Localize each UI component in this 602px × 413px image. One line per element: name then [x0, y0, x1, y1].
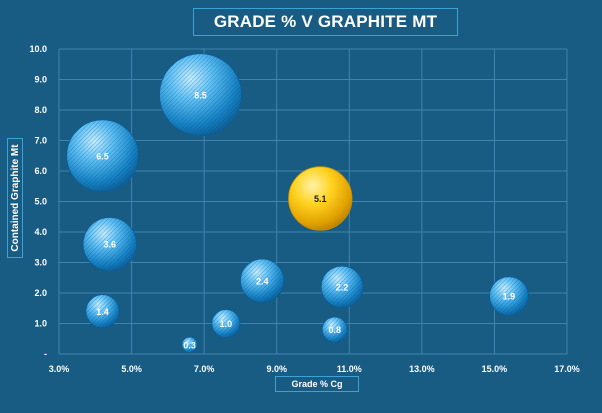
y-tick-label: -: [44, 349, 47, 359]
bubble-texture: [85, 294, 120, 328]
bubble-texture: [211, 309, 240, 338]
bubble-value-label: 8.5: [194, 90, 207, 100]
y-tick-label: 4.0: [34, 227, 47, 237]
bubble-texture: [181, 337, 198, 353]
bubble-value-label: 0.8: [329, 325, 342, 335]
bubble: 0.3: [181, 336, 198, 353]
bubble-texture: [322, 317, 348, 343]
grid-lines: [58, 48, 568, 355]
x-tick-label: 11.0%: [337, 364, 362, 374]
bubble-value-label: 3.6: [104, 240, 117, 250]
bubble: 1.0: [211, 309, 241, 338]
y-tick-label: 7.0: [34, 136, 47, 146]
y-tick-label: 9.0: [34, 75, 47, 85]
bubble-texture: [240, 259, 284, 303]
y-tick-label: 5.0: [34, 197, 47, 207]
bubble-texture: [66, 119, 139, 192]
x-tick-label: 13.0%: [409, 364, 435, 374]
bubble: 2.2: [320, 265, 364, 309]
bubble-value-label: 1.0: [220, 319, 233, 329]
bubble: 3.6: [82, 217, 137, 272]
bubble: 6.5: [66, 119, 139, 193]
axis-ticks: 3.0% 5.0% 7.0% 9.0% 11.0% 13.0% 15.0% 17.0% - 1.0…: [29, 44, 579, 374]
bubble-value-label: 2.2: [336, 282, 349, 292]
bubble: 1.4: [85, 294, 120, 329]
x-tick-label: 5.0%: [121, 364, 142, 374]
bubble-value-label: 1.9: [503, 292, 516, 302]
bubble-texture: [159, 53, 242, 136]
y-tick-label: 6.0: [34, 166, 47, 176]
bubble: 0.8: [321, 316, 348, 343]
x-tick-label: 15.0%: [482, 364, 508, 374]
bubble-highlight: 5.1: [288, 166, 353, 231]
x-tick-label: 3.0%: [49, 364, 70, 374]
x-axis-title: Grade % Cg: [275, 376, 359, 392]
x-tick-label: 9.0%: [266, 364, 287, 374]
bubble-value-label: 0.3: [183, 340, 196, 350]
y-tick-label: 2.0: [34, 288, 47, 298]
bubble-value-label: 5.1: [314, 194, 327, 204]
y-tick-label: 1.0: [34, 319, 47, 329]
bubble-value-label: 2.4: [256, 276, 269, 286]
bubble-texture: [321, 266, 363, 308]
y-tick-label: 10.0: [29, 44, 47, 54]
chart-title: GRADE % V GRAPHITE MT: [193, 8, 458, 36]
y-tick-label: 8.0: [34, 105, 47, 115]
bubble-texture: [489, 276, 529, 316]
bubble-value-label: 1.4: [96, 307, 109, 317]
x-tick-label: 7.0%: [194, 364, 215, 374]
bubble-texture: [83, 217, 137, 271]
bubble: 1.9: [489, 276, 529, 316]
bubble-circle: [288, 166, 353, 231]
bubble: 8.5: [159, 53, 242, 137]
bubble-value-label: 6.5: [96, 151, 109, 161]
bubbles: 8.5 6.5 5.1 3.6 2.4 2.2 1.9 1.4 1.0 0.8 0.3: [66, 53, 529, 353]
y-tick-label: 3.0: [34, 258, 47, 268]
y-axis-title: Contained Graphite Mt: [7, 138, 23, 258]
bubble: 2.4: [240, 258, 285, 303]
x-tick-label: 17.0%: [554, 364, 580, 374]
